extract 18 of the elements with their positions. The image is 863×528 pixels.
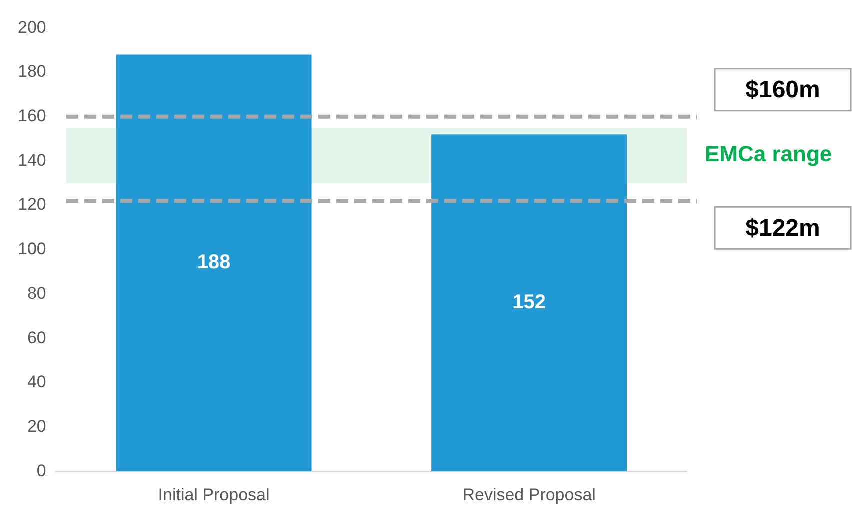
y-tick-label: 180 bbox=[18, 62, 46, 82]
x-tick-label: Initial Proposal bbox=[158, 485, 270, 504]
ref-line-label: $122m bbox=[746, 214, 820, 242]
y-tick-label: 0 bbox=[36, 461, 46, 480]
ref-line-label: $160m bbox=[746, 76, 820, 104]
y-tick-label: 140 bbox=[18, 150, 46, 170]
y-tick-label: 60 bbox=[27, 328, 46, 348]
y-tick-label: 40 bbox=[27, 372, 46, 392]
y-tick-label: 100 bbox=[18, 240, 46, 259]
y-tick-label: 80 bbox=[27, 284, 46, 303]
data-label: 188 bbox=[197, 252, 231, 274]
band-label: EMCa range bbox=[705, 142, 832, 167]
data-label: 152 bbox=[512, 292, 546, 314]
y-tick-label: 200 bbox=[18, 18, 46, 37]
x-tick-label: Revised Proposal bbox=[462, 485, 596, 504]
y-tick-label: 160 bbox=[18, 106, 46, 126]
y-tick-label: 20 bbox=[27, 416, 46, 436]
y-tick-label: 120 bbox=[18, 195, 46, 214]
